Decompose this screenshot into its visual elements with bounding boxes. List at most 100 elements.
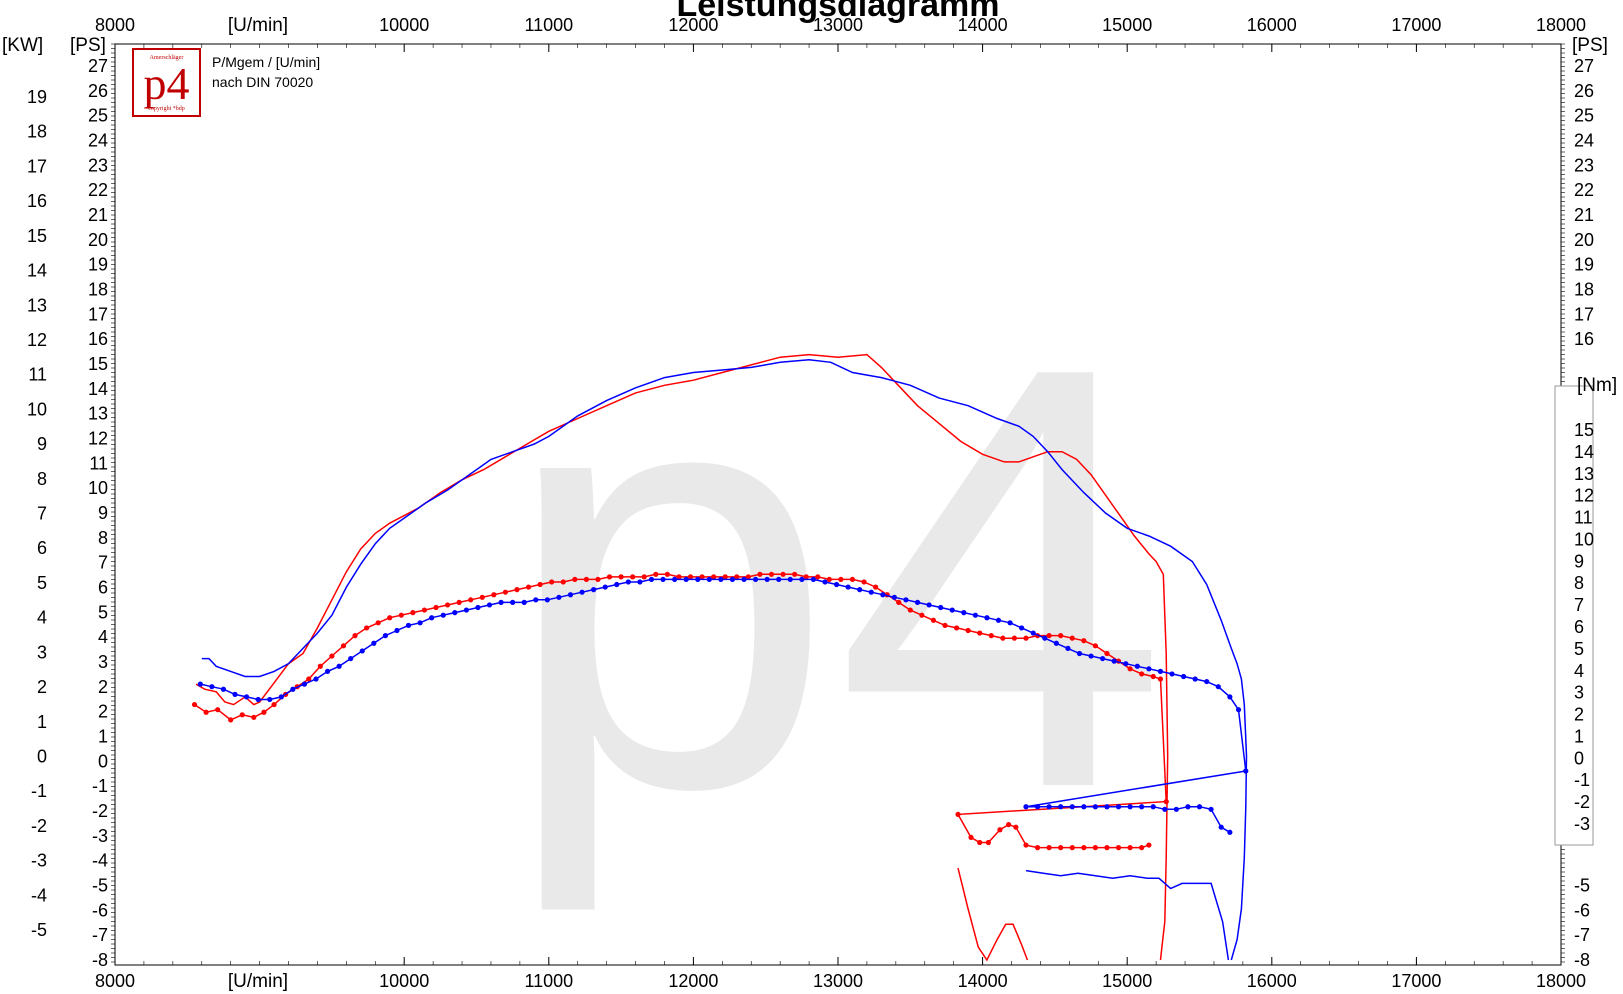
- data-point: [1192, 676, 1198, 682]
- x-tick-label-top: 12000: [668, 15, 718, 35]
- data-point: [995, 617, 1002, 623]
- kw-tick-label: 7: [37, 504, 47, 524]
- data-point: [953, 625, 960, 631]
- data-point: [1150, 673, 1156, 680]
- data-point: [352, 633, 358, 639]
- data-point: [440, 612, 446, 618]
- x-tick-label-bottom: 14000: [958, 971, 1008, 991]
- kw-tick-label: 10: [27, 399, 47, 419]
- ps-tick-label: 4: [98, 627, 108, 647]
- nm-tick-label: 2: [1574, 705, 1584, 725]
- data-point: [838, 576, 844, 583]
- nm-axis-box: [1554, 385, 1594, 846]
- x-tick-label-top: 18000: [1536, 15, 1586, 35]
- ps-tick-label: 8: [98, 528, 108, 548]
- data-point: [729, 576, 736, 583]
- data-point: [1208, 806, 1214, 812]
- data-point: [985, 839, 991, 846]
- nm-tick-label: 11: [1574, 508, 1593, 528]
- data-point: [215, 707, 221, 713]
- ps-right-tick-label: 22: [1574, 180, 1594, 200]
- data-point: [961, 610, 967, 616]
- data-point: [232, 691, 238, 697]
- data-point: [787, 576, 793, 583]
- data-point: [1146, 666, 1152, 672]
- data-point: [1139, 671, 1145, 677]
- data-point: [348, 655, 354, 662]
- data-point: [699, 574, 705, 580]
- ps-tick-label: -8: [92, 950, 108, 970]
- data-point: [421, 607, 428, 613]
- data-point: [1123, 661, 1129, 667]
- ps-tick-label: 18: [88, 280, 108, 300]
- data-point: [1169, 671, 1175, 677]
- data-point: [1058, 845, 1064, 851]
- data-point: [849, 576, 856, 583]
- data-point: [676, 574, 682, 580]
- data-point: [387, 615, 393, 621]
- data-point: [329, 653, 335, 659]
- x-tick-label-bottom: 8000: [95, 971, 135, 991]
- logo-bottom-text: copyright *bdp: [148, 106, 185, 112]
- ps-tick-label: 23: [88, 155, 108, 175]
- data-point: [410, 610, 416, 616]
- data-point: [1157, 676, 1164, 682]
- kw-tick-label: 19: [27, 87, 47, 107]
- ps-tick-label: 12: [88, 429, 108, 449]
- chart-title: Leistungsdiagramm: [676, 0, 999, 24]
- ps-tick-label: 6: [98, 578, 108, 598]
- data-point: [977, 839, 983, 846]
- data-point: [405, 622, 412, 628]
- data-point: [591, 587, 597, 593]
- data-point: [799, 576, 805, 583]
- ps-tick-label: 13: [88, 404, 108, 424]
- kw-tick-label: 9: [37, 434, 47, 454]
- data-point: [1081, 804, 1087, 810]
- data-point: [364, 625, 370, 631]
- ps-right-tick-label: 25: [1574, 106, 1594, 126]
- data-point: [606, 574, 613, 580]
- data-point: [463, 607, 469, 613]
- data-point: [891, 594, 897, 600]
- data-point: [251, 714, 257, 720]
- data-point: [1127, 666, 1133, 672]
- data-point: [239, 712, 245, 718]
- data-point: [868, 589, 874, 595]
- ps-tick-label: -3: [92, 826, 108, 846]
- data-point: [1092, 804, 1098, 810]
- data-point: [1011, 635, 1018, 641]
- data-point: [1104, 650, 1110, 657]
- data-point: [521, 599, 527, 606]
- data-point: [486, 602, 493, 608]
- data-point: [880, 592, 886, 598]
- data-point: [567, 592, 574, 598]
- data-point: [997, 827, 1003, 833]
- data-point: [1185, 804, 1191, 810]
- nm-tick-label: 5: [1574, 639, 1584, 659]
- data-point: [278, 694, 284, 700]
- data-point: [324, 668, 331, 674]
- nm-tick-label: -3: [1574, 814, 1590, 834]
- data-point: [1180, 673, 1187, 680]
- data-point: [907, 607, 913, 613]
- ps-tick-label: -1: [92, 776, 108, 796]
- data-point: [949, 607, 955, 613]
- data-point: [290, 686, 296, 692]
- ps-tick-label: 5: [98, 602, 108, 622]
- data-point: [826, 576, 832, 583]
- x-tick-label-bottom: 11000: [524, 971, 573, 991]
- data-point: [375, 620, 381, 626]
- data-point: [514, 587, 520, 593]
- data-point: [630, 574, 636, 580]
- series-line: [957, 867, 1029, 962]
- nm-tick-label: 4: [1574, 661, 1584, 681]
- data-point: [711, 574, 717, 580]
- data-point: [544, 597, 550, 603]
- data-point: [595, 576, 601, 583]
- kw-tick-label: -3: [31, 851, 47, 871]
- legend-line-1: P/Mgem / [U/min]: [212, 54, 321, 70]
- nm-tick-label: -1: [1574, 770, 1590, 790]
- data-point: [687, 574, 694, 580]
- data-point: [271, 701, 277, 708]
- ps-tick-label: 19: [88, 255, 108, 275]
